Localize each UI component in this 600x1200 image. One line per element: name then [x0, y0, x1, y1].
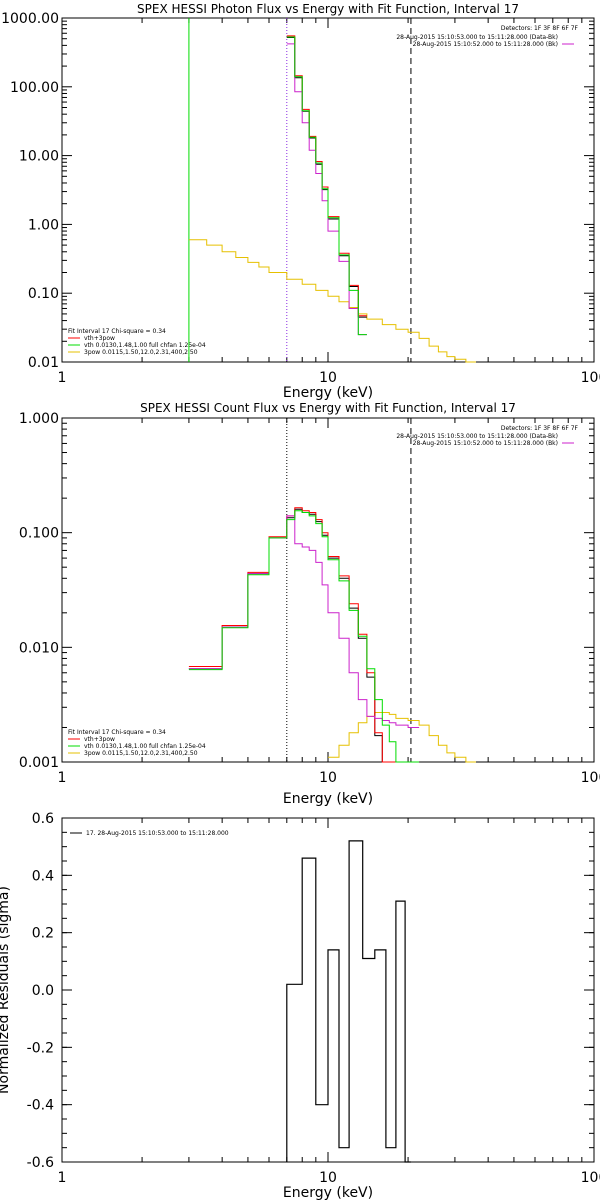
photon-flux-y-tick-label: 100.00	[10, 80, 59, 96]
count-legend-label-vth: vth 0.0130,1.48,1.00 full chfan 1.25e-04	[84, 743, 206, 750]
photon-legend-label-vth: vth 0.0130,1.48,1.00 full chfan 1.25e-04	[84, 342, 206, 349]
count-fit-interval-label: Fit Interval 17 Chi-square = 0.34	[68, 729, 166, 736]
residuals-y-tick-label: -0.4	[27, 1098, 54, 1114]
residuals-ylabel: Normalized Residuals (sigma)	[0, 886, 12, 1094]
photon-flux-x-tick-label: 100	[581, 370, 600, 386]
count-legend-label-3pow: 3pow 0.0115,1.50,12.0,2.31,400,2.50	[84, 750, 198, 757]
photon-flux-plot: 1 10 100 1000.00 100.00 10.00 1.00 0.10 0.01	[1, 11, 600, 386]
count-flux-y-tick-label: 0.001	[19, 755, 59, 771]
residuals-x-tick-label: 1	[58, 1170, 67, 1186]
count-flux-y-tick-label: 0.010	[19, 640, 59, 656]
photon-flux-title: SPEX HESSI Photon Flux vs Energy with Fi…	[137, 2, 519, 16]
residuals-x-tick-label: 100	[581, 1170, 600, 1186]
count-legend-label-total: vth+3pow	[84, 736, 115, 743]
count-flux-3pow-component-series	[328, 712, 476, 763]
residuals-y-tick-label: -0.2	[27, 1040, 54, 1056]
photon-flux-y-tick-label: 1.00	[28, 217, 59, 233]
count-flux-x-tick-label: 10	[319, 770, 337, 786]
photon-detectors-label: Detectors: 1F 3F 8F 6F 7F	[501, 25, 579, 32]
photon-time-range-bk: 28-Aug-2015 15:10:52.000 to 15:11:28.000…	[413, 41, 558, 48]
count-flux-xlabel: Energy (keV)	[283, 791, 373, 807]
residuals-y-tick-label: 0.6	[32, 811, 54, 827]
photon-flux-x-tick-label: 10	[319, 370, 337, 386]
photon-flux-green-series	[286, 36, 367, 336]
residuals-y-tick-label: -0.6	[27, 1155, 54, 1171]
photon-flux-y-tick-label: 0.01	[28, 355, 59, 371]
photon-flux-x-tick-label: 1	[58, 370, 67, 386]
photon-flux-y-tick-label: 0.10	[28, 286, 59, 302]
count-flux-plot: 1 10 100 1.000 0.100 0.010 0.001	[19, 411, 600, 786]
residuals-histogram-series	[286, 840, 411, 1163]
photon-flux-y-tick-label: 1000.00	[1, 11, 59, 27]
photon-time-range-data: 28-Aug-2015 15:10:53.000 to 15:11:28.000…	[396, 34, 558, 41]
count-time-range-data: 28-Aug-2015 15:10:53.000 to 15:11:28.000…	[396, 433, 558, 440]
photon-legend-label-total: vth+3pow	[84, 335, 115, 342]
photon-flux-xlabel: Energy (keV)	[283, 385, 373, 401]
count-flux-title: SPEX HESSI Count Flux vs Energy with Fit…	[140, 401, 516, 415]
photon-flux-y-tick-label: 10.00	[19, 149, 59, 165]
residuals-y-tick-label: 0.2	[32, 926, 54, 942]
count-flux-green-series	[188, 510, 420, 763]
count-detectors-label: Detectors: 1F 3F 8F 6F 7F	[501, 425, 579, 432]
count-flux-x-tick-label: 100	[581, 770, 600, 786]
count-flux-y-tick-label: 1.000	[19, 411, 59, 427]
residuals-xlabel: Energy (keV)	[283, 1185, 373, 1200]
residuals-legend-label: 17. 28-Aug-2015 15:10:53.000 to 15:11:28…	[86, 830, 229, 837]
count-flux-y-tick-label: 0.100	[19, 526, 59, 542]
residuals-x-tick-label: 10	[319, 1170, 337, 1186]
count-flux-x-tick-label: 1	[58, 770, 67, 786]
residuals-y-tick-label: 0.4	[32, 868, 54, 884]
count-time-range-bk: 28-Aug-2015 15:10:52.000 to 15:11:28.000…	[413, 440, 558, 447]
photon-legend-label-3pow: 3pow 0.0115,1.50,12.0,2.31,400,2.50	[84, 349, 198, 356]
residuals-y-tick-label: 0.0	[32, 983, 54, 999]
photon-fit-interval-label: Fit Interval 17 Chi-square = 0.34	[68, 328, 166, 335]
chart-marks-layer: 1101001000.00100.0010.001.000.100.011101…	[1, 11, 600, 1186]
residuals-plot: 1 10 100 0.6 0.4 0.2 0.0 -0.2 -0.4 -0.6	[27, 811, 600, 1186]
